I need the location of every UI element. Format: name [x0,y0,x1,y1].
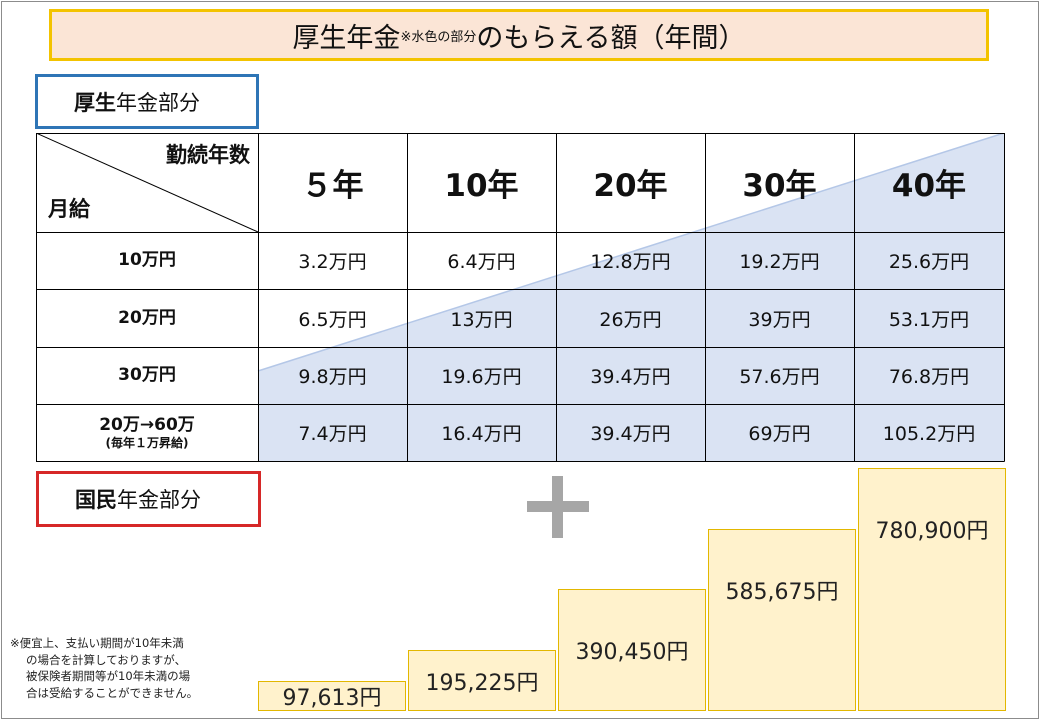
table-cell: 6.4万円 [447,251,516,273]
table-cell: 53.1万円 [888,308,970,331]
title-main-after: のもらえる額（年間） [476,22,746,54]
kosei-section-label: 厚生 年金部分 [35,74,259,129]
table-cell: 7.4万円 [298,423,367,445]
table-cell: 76.8万円 [888,366,970,388]
table-cell: 19.6万円 [441,366,522,388]
table-cell: 19.2万円 [739,251,820,273]
bar-value-label: 390,450円 [575,640,689,665]
table-cell: 25.6万円 [888,251,970,273]
row-header: 20万円 [36,289,258,347]
row-header-label: 30万円 [118,365,176,386]
table-cell: 39.4万円 [590,366,671,388]
table-cell: 16.4万円 [441,423,522,445]
row-header: 10万円 [36,232,258,289]
bar-4: 585,675円 [708,529,856,711]
table-cell: 3.2万円 [298,251,367,273]
footnote-line: ※便宜上、支払い期間が10年未満 [10,636,184,650]
footnote: ※便宜上、支払い期間が10年未満 の場合を計算しておりますが、 被保険者期間等が… [10,635,242,701]
table-cell: 39万円 [748,308,811,331]
row-header-label: 10万円 [118,250,176,271]
kokumin-label-bold: 国民 [75,488,117,512]
bar-1: 97,613円 [258,681,406,711]
table-cell: 105.2万円 [882,423,976,445]
footnote-line: 合は受給することができません。 [26,685,199,700]
corner-header-years: 勤続年数 [166,143,250,167]
row-header-label: 20万→60万 [99,415,195,436]
highlight-region [258,133,1004,461]
kosei-label-bold: 厚生 [74,90,116,115]
table-cell: 12.8万円 [590,251,671,273]
page-title: 厚生年金 ※水色の部分 のもらえる額（年間） [49,9,989,61]
table-grid [36,133,1005,462]
table-cell: 9.8万円 [298,366,367,388]
row-header: 20万→60万 (毎年１万昇給) [36,404,258,461]
table-cell: 69万円 [748,423,811,445]
corner-diagonal [36,133,259,233]
corner-header-salary: 月給 [48,197,90,221]
kokumin-label-rest: 年金部分 [117,488,201,512]
table-cell: 39.4万円 [590,423,671,445]
highlight-edge [257,133,1005,372]
bar-value-label: 195,225円 [425,671,539,696]
table-cell: 6.5万円 [298,308,367,331]
table-cell: 26万円 [599,308,662,331]
column-header: 20年 [593,168,668,204]
column-header: 10年 [444,168,519,204]
bar-value-label: 780,900円 [875,519,989,544]
kokumin-section-label: 国民 年金部分 [36,471,261,527]
row-header-sublabel: (毎年１万昇給) [105,435,189,450]
row-header: 30万円 [36,347,258,404]
bar-3: 390,450円 [558,589,706,711]
column-header: 30年 [742,168,817,204]
bar-value-label: 97,613円 [282,686,382,711]
footnote-line: の場合を計算しておりますが、 [26,652,187,667]
column-header: ５年 [301,168,364,204]
title-note: ※水色の部分 [400,29,477,45]
footnote-line: 被保険者期間等が10年未満の場 [26,669,191,683]
table-cell: 13万円 [450,308,513,331]
bar-2: 195,225円 [408,650,556,711]
title-main-before: 厚生年金 [292,22,401,54]
table-cell: 57.6万円 [739,366,820,388]
bar-5: 780,900円 [858,468,1006,711]
bar-value-label: 585,675円 [725,580,839,605]
plus-icon [527,476,589,538]
row-header-label: 20万円 [118,307,176,328]
column-header: 40年 [891,168,967,204]
kosei-label-rest: 年金部分 [116,90,200,115]
pension-table: 勤続年数 月給 ５年 10年 20年 30年 40年 10万円 3.2万円 6.4万円 12.8… [36,133,1006,463]
